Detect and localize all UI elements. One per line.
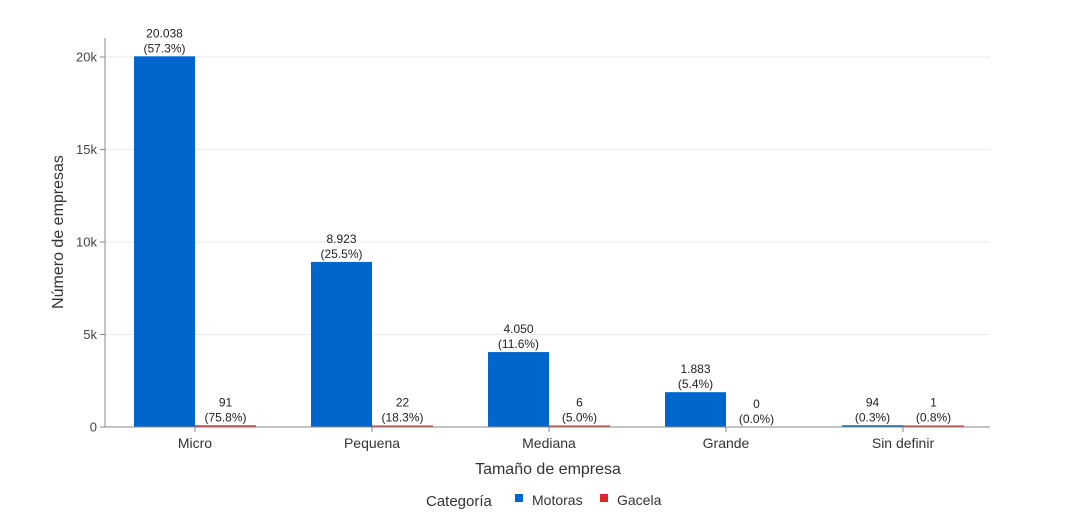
bar-pct-label: (0.8%) — [916, 411, 951, 425]
bar-value-label: 20.038 — [146, 26, 183, 40]
bar-pct-label: (25.5%) — [320, 247, 362, 261]
bar-value-label: 4.050 — [503, 322, 533, 336]
bar-motoras — [134, 56, 195, 428]
y-axis-ticks: 0 5k 10k 15k 20k — [76, 50, 105, 435]
y-tick-label: 5k — [83, 327, 97, 342]
legend: Categoría Motoras Gacela — [426, 492, 662, 510]
bar-gacela — [372, 425, 433, 427]
bar-gacela — [903, 425, 964, 427]
axes — [104, 38, 990, 428]
bar-value-label: 91 — [219, 395, 233, 409]
bar-pct-label: (11.6%) — [498, 337, 539, 351]
gridlines — [105, 56, 990, 335]
x-axis-ticks: Micro Pequena Mediana Grande Sin definir — [178, 427, 935, 451]
bar-value-label: 94 — [866, 395, 880, 409]
legend-label-gacela: Gacela — [617, 492, 662, 508]
bar-gacela — [549, 425, 610, 427]
bar-pct-label: (0.0%) — [739, 412, 774, 426]
x-tick-label: Mediana — [522, 435, 576, 451]
x-tick-label: Grande — [703, 435, 750, 451]
x-tick-label: Micro — [178, 435, 212, 451]
bar-labels: (57.3%)20.038 (75.8%)91 (25.5%)8.923 (18.3%… — [143, 26, 951, 426]
bar-value-label: 22 — [396, 396, 410, 410]
bar-value-label: 1 — [930, 396, 937, 410]
y-tick-label: 15k — [76, 142, 97, 157]
y-tick-label: 20k — [76, 50, 97, 65]
legend-swatch-gacela — [600, 494, 608, 502]
y-axis-title: Número de empresas — [50, 155, 67, 309]
bar-value-label: 1.883 — [680, 362, 710, 376]
y-tick-label: 0 — [90, 420, 97, 435]
legend-swatch-motoras — [515, 494, 523, 502]
bar-value-label: 8.923 — [326, 232, 356, 246]
bar-motoras — [665, 392, 726, 427]
bar-motoras — [842, 425, 903, 427]
bars — [134, 56, 964, 428]
bar-motoras — [488, 352, 549, 427]
x-axis-title: Tamaño de empresa — [475, 461, 621, 478]
bar-pct-label: (18.3%) — [381, 411, 423, 425]
x-tick-label: Pequena — [344, 435, 400, 451]
bar-pct-label: (5.0%) — [562, 411, 597, 425]
bar-motoras — [311, 261, 372, 427]
y-tick-label: 10k — [76, 235, 97, 250]
legend-label-motoras: Motoras — [532, 492, 583, 508]
bar-pct-label: (57.3%) — [143, 41, 185, 55]
x-tick-label: Sin definir — [872, 435, 935, 451]
bar-pct-label: (0.3%) — [855, 410, 890, 424]
bar-pct-label: (75.8%) — [204, 410, 246, 424]
bar-value-label: 6 — [576, 396, 583, 410]
bar-pct-label: (5.4%) — [678, 377, 713, 391]
bar-gacela — [195, 425, 256, 427]
bar-value-label: 0 — [753, 397, 760, 411]
legend-title: Categoría — [426, 493, 493, 510]
